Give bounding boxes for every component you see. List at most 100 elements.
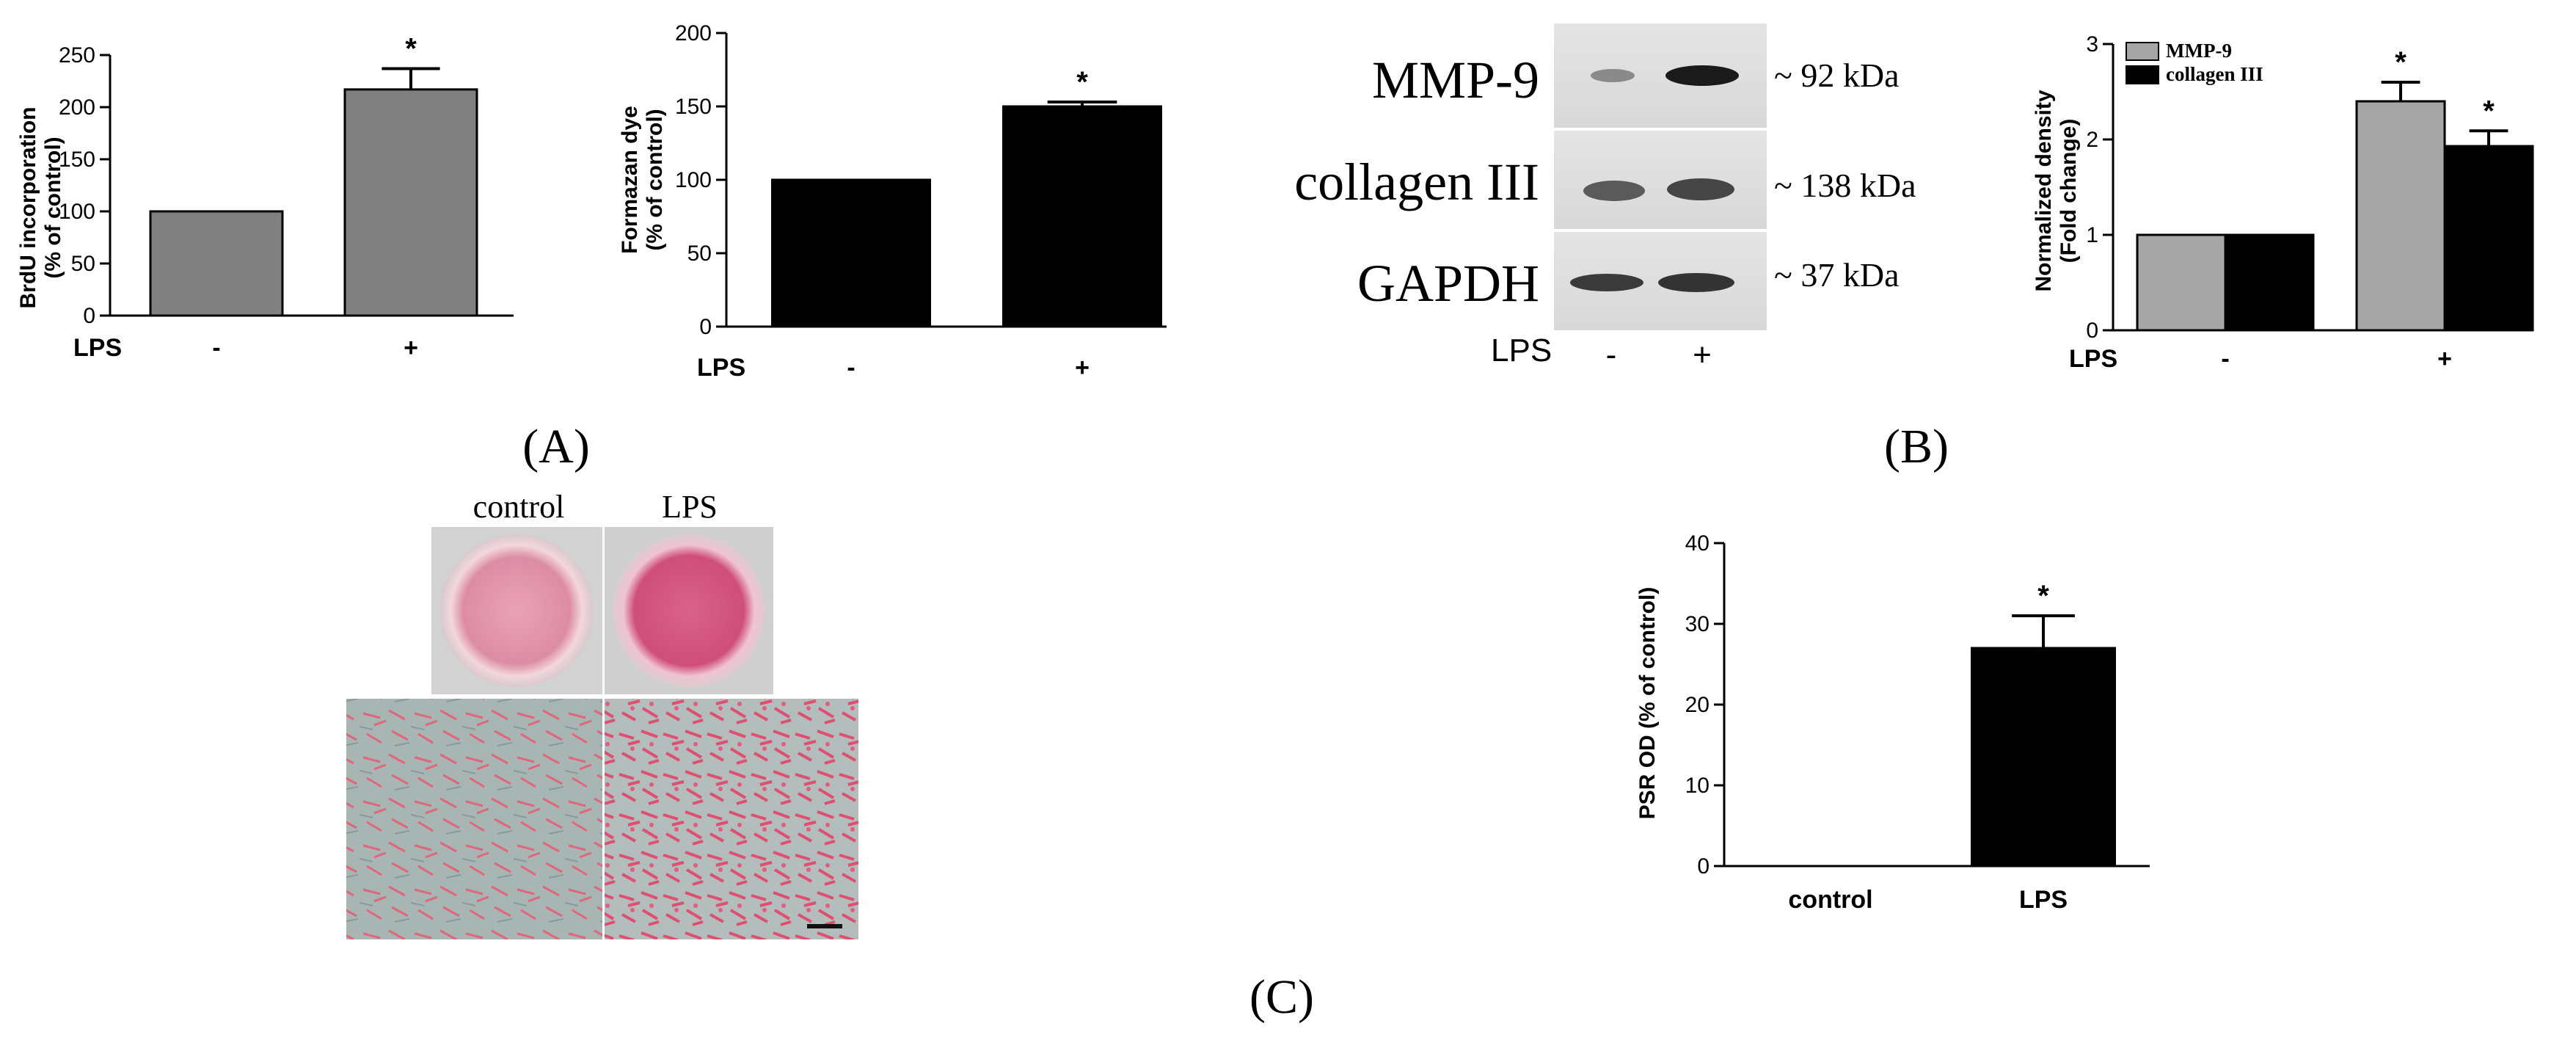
blot-protein-label: GAPDH [1357,254,1539,313]
micrograph-lps [605,699,858,939]
category-label: + [1075,354,1090,382]
y-tick-label: 200 [59,95,95,120]
y-tick-label: 150 [675,95,712,119]
chart-a2-bars: * [771,66,1162,328]
chart-b2-ylabel-line1: Normalized density [2032,90,2056,291]
chart-c2: PSR OD (% of control) 0 10 20 30 40 * contro… [1635,531,2150,914]
bar [1002,105,1162,328]
bar [2136,233,2227,332]
significance-marker: * [2483,95,2495,127]
chart-a1-y-axis-title: BrdU incorporation (% of control) [16,107,65,309]
blot-lane-label: + [1693,337,1712,373]
staining-images: control LPS [346,489,858,939]
y-tick-label: 3 [2086,32,2098,57]
blot-lane-label: - [1606,337,1617,373]
category-label: - [2221,345,2229,373]
y-tick-label: 30 [1685,612,1710,636]
bar [343,88,478,317]
y-tick-label: 200 [675,21,712,46]
blot-size-label: ~ 92 kDa [1774,57,1900,94]
y-tick-label: 50 [71,252,95,276]
bar [771,178,931,328]
chart-c2-categories: control LPS [1788,886,2068,914]
chart-a2-ylabel-line2: (% of control) [643,109,667,250]
panel-label-b: (B) [1884,420,1949,473]
y-tick-label: 100 [675,168,712,192]
chart-a1-ylabel-line2: (% of control) [41,137,65,278]
chart-a1-categories: - + [212,334,418,362]
legend-label: collagen III [2166,63,2263,85]
chart-c2-ylabel: PSR OD (% of control) [1635,587,1660,820]
staining-column-label: LPS [662,489,718,525]
chart-b2-bars: ** [2136,46,2534,332]
chart-a1-ticks: 0 50 100 150 200 250 [59,43,110,328]
legend-swatch [2126,65,2159,84]
chart-b2-ticks: 0 1 2 3 [2086,32,2113,343]
chart-a2-ylabel-line1: Formazan dye [618,106,642,254]
y-tick-label: 150 [59,148,95,172]
bar [2443,145,2534,332]
y-tick-label: 50 [687,241,712,266]
significance-marker: * [1076,66,1088,98]
well-image-control-well [440,534,593,687]
y-tick-label: 20 [1685,693,1710,717]
category-label: - [847,354,855,382]
blot-band [1591,69,1635,82]
blot-band [1570,274,1643,291]
legend-swatch [2126,42,2159,61]
chart-b2-ylabel-line2: (Fold change) [2057,119,2081,263]
blot-strip-collagen [1554,131,1767,229]
chart-a2-categories: - + [847,354,1090,382]
staining-column-label: control [473,489,565,525]
western-blot: MMP-9 collagen III GAPDH ~ 92 kDa ~ 138 … [1294,23,1916,373]
chart-a1-xlabel: LPS [73,334,122,362]
blot-band [1658,273,1734,292]
panel-label-a: (A) [522,420,590,473]
chart-a1: BrdU incorporation (% of control) 0 50 100… [16,32,514,362]
chart-b2-xlabel: LPS [2069,345,2117,373]
y-tick-label: 10 [1685,774,1710,798]
bar [1971,647,2116,868]
chart-a2: Formazan dye (% of control) 0 50 100 150 200… [618,21,1167,382]
significance-marker: * [2037,580,2049,612]
legend-label: MMP-9 [2166,40,2232,62]
y-tick-label: 0 [699,315,712,339]
blot-condition-label: LPS [1491,332,1552,368]
blot-size-label: ~ 138 kDa [1774,167,1916,204]
chart-c2-bars: * [1971,580,2116,868]
bar [2224,233,2315,332]
blot-band [1583,181,1645,201]
blot-band [1665,65,1739,86]
bar [149,210,284,317]
category-label: + [2437,345,2452,373]
well-image-lps-well [613,534,765,687]
y-tick-label: 0 [2086,319,2098,343]
chart-a2-ticks: 0 50 100 150 200 [675,21,726,339]
category-label: control [1788,886,1872,914]
y-tick-label: 40 [1685,531,1710,556]
y-tick-label: 100 [59,200,95,224]
blot-protein-label: collagen III [1294,153,1539,211]
blot-protein-label: MMP-9 [1372,51,1539,109]
category-label: + [404,334,418,362]
chart-b2-categories: - + [2221,345,2452,373]
chart-a2-y-axis-title: Formazan dye (% of control) [618,106,667,254]
category-label: - [212,334,220,362]
y-tick-label: 250 [59,43,95,68]
bar [2355,100,2446,332]
significance-marker: * [2395,46,2407,79]
blot-band [1667,178,1734,200]
category-label: LPS [2019,886,2068,914]
chart-a1-ylabel-line1: BrdU incorporation [16,107,40,309]
chart-b2-y-axis-title: Normalized density (Fold change) [2032,90,2081,291]
micrograph-control [346,699,602,939]
y-tick-label: 0 [1697,854,1710,879]
significance-marker: * [405,32,417,65]
y-tick-label: 0 [83,304,95,328]
blot-size-label: ~ 37 kDa [1774,256,1900,294]
chart-a2-xlabel: LPS [697,354,745,382]
panel-label-c: (C) [1249,970,1314,1024]
